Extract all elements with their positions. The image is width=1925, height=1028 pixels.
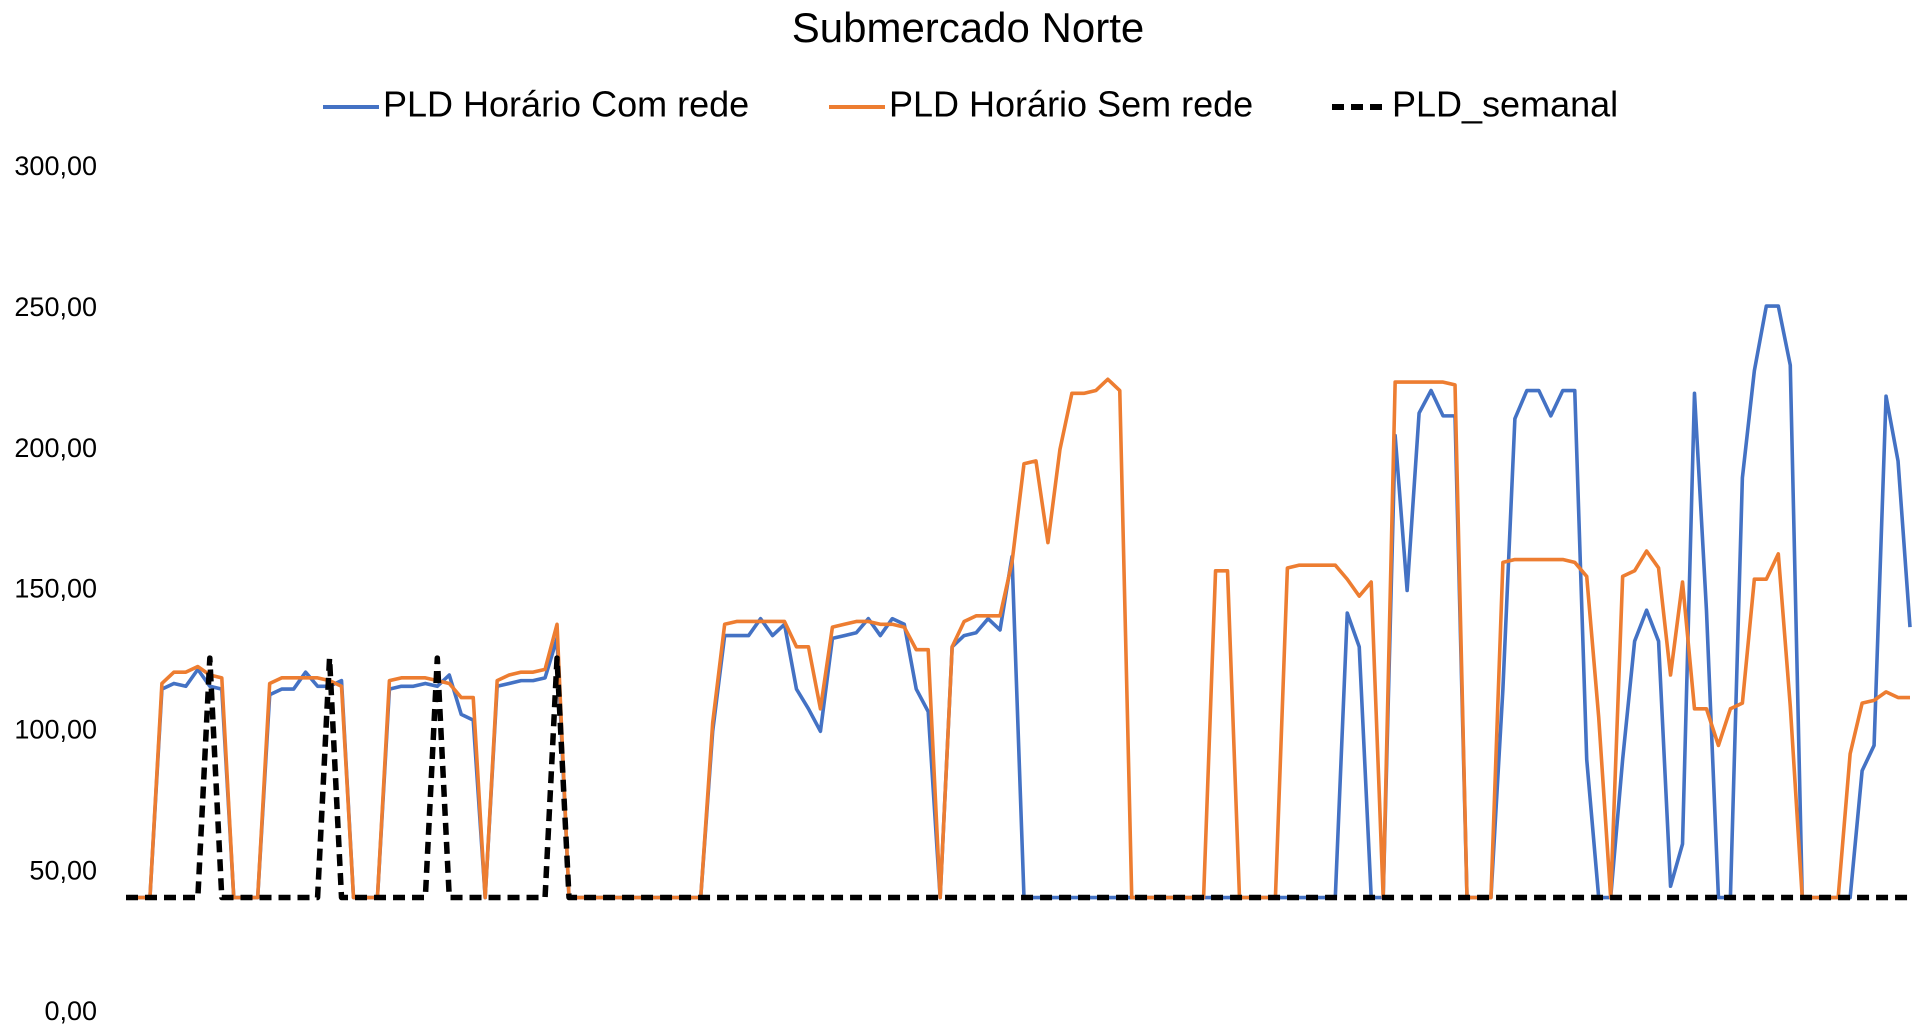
- legend-label: PLD Horário Sem rede: [889, 84, 1253, 125]
- series-line: [126, 655, 1910, 901]
- y-tick-label: 200,00: [14, 433, 97, 463]
- y-tick-label: 300,00: [14, 151, 97, 181]
- series-line: [126, 377, 1910, 900]
- series-line: [126, 304, 1912, 900]
- y-tick-label: 250,00: [14, 292, 97, 322]
- legend-label: PLD Horário Com rede: [383, 84, 749, 125]
- chart-title: Submercado Norte: [792, 4, 1145, 51]
- legend-label: PLD_semanal: [1392, 84, 1618, 125]
- y-tick-label: 50,00: [29, 855, 97, 885]
- y-tick-label: 100,00: [14, 714, 97, 744]
- y-tick-label: 0,00: [44, 996, 97, 1026]
- y-tick-label: 150,00: [14, 574, 97, 604]
